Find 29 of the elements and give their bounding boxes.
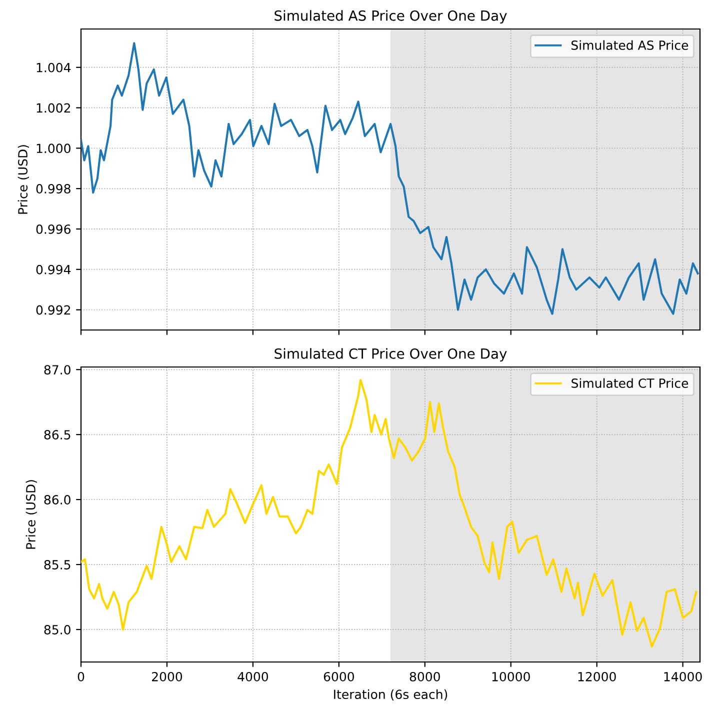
y-tick-label: 85.5 bbox=[44, 560, 70, 570]
x-tick-label: 10000 bbox=[492, 672, 530, 682]
y-tick-label: 0.994 bbox=[36, 264, 71, 274]
y-tick-label: 1.000 bbox=[36, 144, 70, 154]
y-tick-label: 0.996 bbox=[36, 224, 70, 234]
x-tick-label: 14000 bbox=[664, 672, 702, 682]
x-tick-label: 4000 bbox=[238, 672, 268, 682]
x-axis-title: Iteration (6s each) bbox=[334, 689, 448, 701]
y-tick-label: 0.998 bbox=[36, 184, 70, 194]
y-tick-label: 85.0 bbox=[44, 624, 70, 634]
y-tick-label: 87.0 bbox=[44, 365, 70, 375]
chart-title: Simulated CT Price Over One Day bbox=[274, 348, 507, 362]
y-axis-title: Price (USD) bbox=[18, 145, 29, 214]
y-tick-label: 86.0 bbox=[44, 495, 70, 504]
x-tick-label: 6000 bbox=[324, 672, 354, 682]
y-tick-label: 1.004 bbox=[36, 62, 71, 72]
legend-label: Simulated AS Price bbox=[571, 40, 688, 50]
line-series bbox=[81, 378, 698, 648]
chart-title: Simulated AS Price Over One Day bbox=[274, 10, 507, 24]
y-tick-label: 86.5 bbox=[44, 430, 70, 440]
legend-label: Simulated CT Price bbox=[572, 378, 688, 388]
x-tick-label: 0 bbox=[78, 672, 84, 682]
x-tick-label: 2000 bbox=[152, 672, 182, 682]
y-axis-title: Price (USD) bbox=[26, 480, 37, 549]
x-tick-label: 8000 bbox=[410, 672, 440, 682]
line-series bbox=[81, 42, 699, 315]
x-tick-label: 12000 bbox=[578, 672, 616, 682]
y-tick-label: 0.992 bbox=[36, 305, 70, 315]
y-tick-label: 1.002 bbox=[36, 103, 70, 113]
